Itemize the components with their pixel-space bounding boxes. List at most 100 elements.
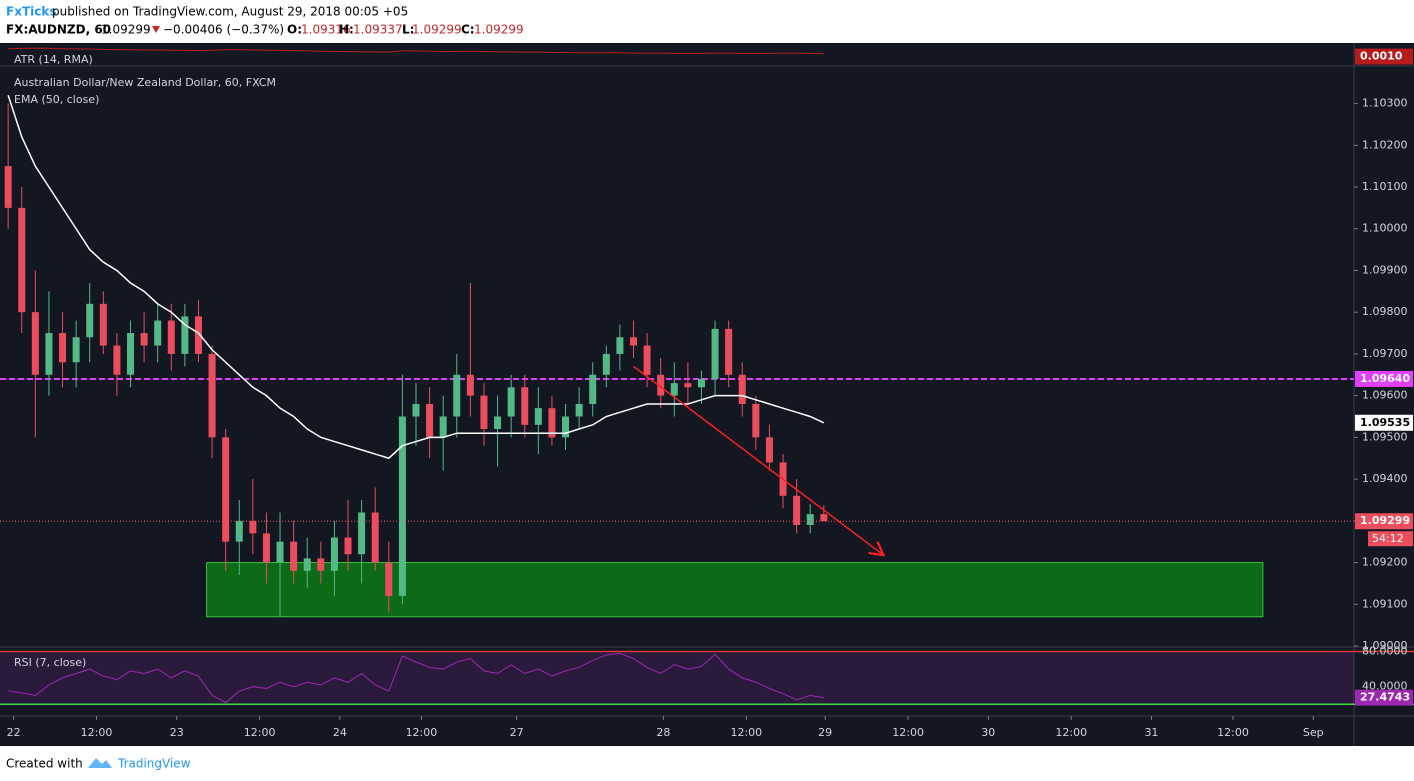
rsi-label: RSI (7, close) xyxy=(14,656,86,669)
trend-arrow xyxy=(633,365,882,554)
candle-body xyxy=(99,303,107,346)
candle-body xyxy=(534,408,542,425)
x-tick-label: 28 xyxy=(656,726,670,739)
rsi-tag: 27.4743 xyxy=(1360,691,1410,704)
ema-line xyxy=(7,94,825,460)
candle-body xyxy=(738,374,746,404)
brand-logo xyxy=(88,758,112,768)
candle-body xyxy=(262,533,270,563)
y-tick-label: 1.10200 xyxy=(1362,138,1408,151)
x-tick-label: 12:00 xyxy=(244,726,276,739)
candle-body xyxy=(765,437,773,463)
candle-body xyxy=(629,337,637,346)
candle-body xyxy=(371,512,379,563)
x-tick-label: 12:00 xyxy=(730,726,762,739)
rsi-pane xyxy=(0,651,1354,705)
candle-body xyxy=(752,403,760,438)
support-zone xyxy=(206,562,1264,618)
candle-body xyxy=(480,395,488,430)
candle-body xyxy=(222,437,230,542)
x-tick-label: 12:00 xyxy=(1217,726,1249,739)
candle-body xyxy=(562,416,570,438)
candle-body xyxy=(276,541,284,563)
candle-body xyxy=(806,514,814,525)
y-tick-label: 1.09000 xyxy=(1362,639,1408,652)
author: FxTicks xyxy=(6,5,56,19)
x-tick-label: 12:00 xyxy=(406,726,438,739)
candle-body xyxy=(657,374,665,396)
candle-body xyxy=(616,337,624,354)
x-tick-label: Sep xyxy=(1303,726,1324,739)
candle-body xyxy=(358,512,366,555)
x-tick-label: 23 xyxy=(170,726,184,739)
candle-body xyxy=(59,333,67,363)
price-tag-bg xyxy=(1355,513,1413,530)
candle-body xyxy=(725,328,733,375)
last-price: 1.09299 xyxy=(101,23,151,37)
candle-body xyxy=(113,345,121,375)
candle-body xyxy=(548,408,556,438)
candle-body xyxy=(344,537,352,555)
candle-body xyxy=(385,562,393,596)
x-tick-label: 12:00 xyxy=(892,726,924,739)
level-tag-bg xyxy=(1355,370,1413,387)
candle-body xyxy=(317,558,325,571)
candle-body xyxy=(793,495,801,525)
candle-body xyxy=(466,374,474,396)
atr-tag: 0.0010 xyxy=(1360,50,1403,63)
x-tick-label: 22 xyxy=(7,726,21,739)
change: −0.00406 (−0.37%) xyxy=(163,23,284,37)
countdown: 54:12 xyxy=(1372,532,1404,545)
candle-body xyxy=(303,558,311,571)
level-tag: 1.09640 xyxy=(1360,372,1410,385)
high: 1.09337 xyxy=(353,23,403,37)
atr-tag-bg xyxy=(1355,48,1413,65)
h-label: H: xyxy=(339,23,354,37)
candle-body xyxy=(589,374,597,404)
y-tick-label: 1.09200 xyxy=(1362,556,1408,569)
candle-body xyxy=(18,207,26,313)
footer-brand: TradingView xyxy=(117,757,191,771)
candle-body xyxy=(670,383,678,396)
y-tick-label: 1.09100 xyxy=(1362,597,1408,610)
candle-body xyxy=(439,416,447,438)
y-tick-label: 1.09600 xyxy=(1362,389,1408,402)
x-tick-label: 29 xyxy=(818,726,832,739)
main-title: Australian Dollar/New Zealand Dollar, 60… xyxy=(14,76,276,89)
candle-body xyxy=(45,333,53,375)
candle-body xyxy=(290,541,298,571)
candle-body xyxy=(167,320,175,354)
published: published on TradingView.com, August 29,… xyxy=(52,5,408,19)
candle-body xyxy=(711,328,719,379)
candle-body xyxy=(453,374,461,417)
rsi-tick-label: 40.0000 xyxy=(1362,680,1408,693)
candle-body xyxy=(249,520,257,534)
y-tick-label: 1.10300 xyxy=(1362,97,1408,110)
atr-line xyxy=(8,47,824,55)
rsi-tick-label: 80.0000 xyxy=(1362,645,1408,658)
o-label: O: xyxy=(287,23,302,37)
candle-body xyxy=(194,316,202,354)
ema-tag-bg xyxy=(1355,414,1413,431)
candle-body xyxy=(31,312,39,375)
y-tick-label: 1.10000 xyxy=(1362,222,1408,235)
y-tick-label: 1.09800 xyxy=(1362,305,1408,318)
l-label: L: xyxy=(402,23,414,37)
y-tick-label: 1.09400 xyxy=(1362,472,1408,485)
x-tick-label: 27 xyxy=(510,726,524,739)
y-tick-label: 1.10100 xyxy=(1362,180,1408,193)
candle-body xyxy=(140,333,148,346)
candle-body xyxy=(72,337,80,363)
rsi-tag-bg xyxy=(1355,689,1413,706)
close: 1.09299 xyxy=(474,23,524,37)
x-tick-label: 12:00 xyxy=(81,726,113,739)
candle-body xyxy=(575,403,583,417)
open: 1.09316 xyxy=(301,23,351,37)
rsi-line xyxy=(8,652,824,704)
atr-label: ATR (14, RMA) xyxy=(14,53,93,66)
c-label: C: xyxy=(461,23,475,37)
low: 1.09299 xyxy=(412,23,462,37)
candle-body xyxy=(521,387,529,425)
